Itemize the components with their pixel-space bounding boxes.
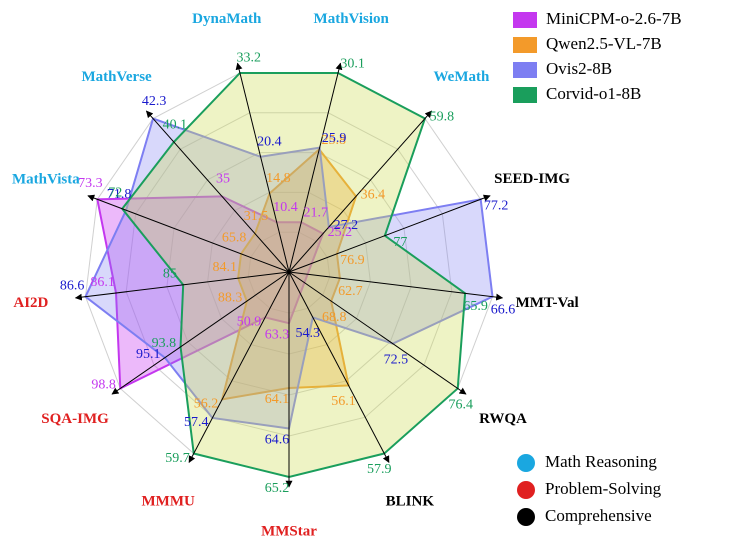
axis-line: [288, 194, 491, 273]
value-label: 20.4: [257, 134, 282, 149]
value-label: 88.3: [218, 290, 243, 305]
grid-ring: [125, 112, 453, 437]
group-marker: [517, 481, 535, 499]
category-label: WeMath: [433, 69, 489, 85]
axis-line: [145, 110, 290, 273]
value-label: 54.3: [296, 326, 321, 341]
value-label: 57.9: [367, 462, 392, 477]
value-label: 40.1: [163, 117, 188, 132]
value-label: 62.7: [338, 284, 363, 299]
value-label: 31.5: [244, 209, 269, 224]
value-label: 25.2: [328, 225, 353, 240]
value-label: 33.2: [236, 51, 261, 66]
category-label: MMT-Val: [516, 295, 579, 311]
value-label: 64.6: [265, 433, 290, 448]
legend-swatch: [513, 37, 537, 53]
value-label: 21.7: [304, 206, 329, 221]
series-area: [96, 195, 325, 391]
value-label: 72.5: [384, 353, 409, 368]
value-label: 76.9: [340, 253, 365, 268]
category-label: SQA-IMG: [41, 411, 109, 427]
value-label: 98.8: [91, 378, 116, 393]
value-label: 73.3: [78, 176, 103, 191]
legend-label: MiniCPM-o-2.6-7B: [546, 9, 682, 28]
value-label: 14.8: [266, 171, 291, 186]
value-label: 65.9: [463, 299, 488, 314]
category-label: DynaMath: [192, 11, 262, 27]
value-label: 56.1: [331, 394, 356, 409]
axis-line: [188, 271, 290, 463]
axis-line: [288, 271, 390, 463]
axis-line: [288, 271, 467, 395]
group-marker: [517, 508, 535, 526]
value-label: 50.9: [237, 315, 262, 330]
value-label: 65.8: [222, 231, 247, 246]
legend-swatch: [513, 87, 537, 103]
legend-label: Corvid-o1-8B: [546, 84, 641, 103]
group-label: Problem-Solving: [545, 479, 662, 498]
category-label: BLINK: [386, 494, 435, 510]
category-label: MathVista: [12, 171, 80, 187]
value-label: 86.6: [60, 278, 85, 293]
value-label: 84.1: [213, 260, 238, 275]
value-label: 66.6: [491, 302, 516, 317]
legend-label: Ovis2-8B: [546, 59, 612, 78]
value-label: 10.4: [273, 200, 298, 215]
value-label: 25.9: [322, 131, 347, 146]
value-label: 71.8: [107, 187, 132, 202]
axis-line: [288, 110, 433, 273]
value-label: 25.8: [321, 133, 346, 148]
value-label: 42.3: [142, 94, 167, 109]
legend-label: Qwen2.5-VL-7B: [546, 34, 662, 53]
value-label: 95.1: [136, 347, 161, 362]
category-label: MMMU: [142, 494, 195, 510]
axis-line: [111, 271, 290, 395]
category-label: MathVerse: [81, 69, 152, 85]
axis-line: [288, 62, 343, 273]
category-label: SEED-IMG: [494, 171, 570, 187]
value-label: 57.4: [184, 415, 209, 430]
group-label: Math Reasoning: [545, 452, 657, 471]
value-label: 93.8: [152, 336, 177, 351]
category-label: RWQA: [479, 411, 527, 427]
axis-line: [235, 62, 290, 273]
group-label: Comprehensive: [545, 506, 652, 525]
value-label: 30.1: [340, 56, 365, 71]
value-label: 59.7: [165, 451, 190, 466]
legend: MiniCPM-o-2.6-7B Qwen2.5-VL-7B Ovis2-8B Cor…: [513, 9, 682, 526]
value-label: 59.8: [430, 110, 455, 125]
value-label: 63.3: [265, 327, 290, 342]
value-label: 64.1: [265, 392, 290, 407]
axis-line: [87, 194, 290, 273]
grid-ring: [166, 152, 412, 396]
value-label: 36.4: [361, 188, 386, 203]
value-label: 86.1: [90, 275, 115, 290]
axes: [74, 62, 504, 488]
value-label: 72: [108, 186, 122, 201]
category-label: MathVision: [314, 11, 390, 27]
value-label: 68.8: [322, 310, 347, 325]
group-marker: [517, 454, 535, 472]
grid-ring: [207, 191, 371, 355]
value-label: 35: [216, 172, 230, 187]
axis-line: [74, 271, 290, 301]
value-label: 77: [393, 235, 407, 250]
legend-swatch: [513, 12, 537, 28]
value-label: 77.2: [484, 198, 509, 213]
axis-line: [288, 271, 504, 301]
value-label: 56.2: [194, 397, 219, 412]
value-label: 27.2: [334, 218, 359, 233]
category-label: AI2D: [13, 295, 48, 311]
labels: DynaMath MathVision WeMath SEED-IMG MMT-Val R…: [12, 11, 579, 539]
legend-swatch: [513, 62, 537, 78]
value-label: 65.2: [265, 481, 290, 496]
category-label: MMStar: [261, 523, 317, 539]
value-label: 76.4: [449, 397, 474, 412]
value-label: 85: [163, 267, 177, 282]
